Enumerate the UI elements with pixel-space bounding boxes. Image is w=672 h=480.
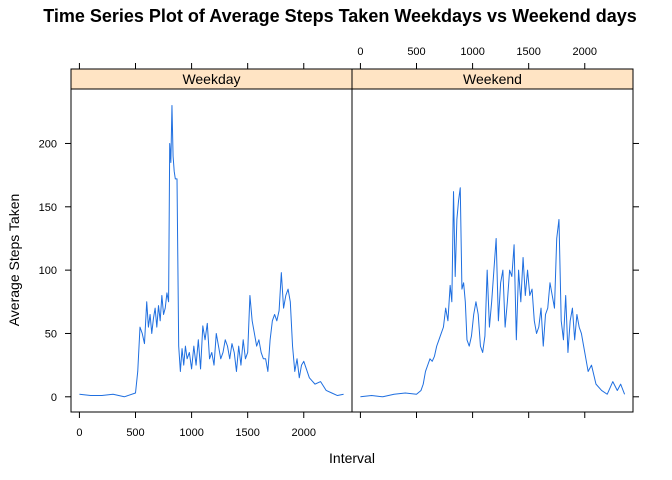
x-tick-label: 0 — [357, 46, 363, 58]
x-tick-label: 1500 — [516, 46, 540, 58]
y-tick-label: 0 — [51, 392, 57, 404]
x-tick-label: 2000 — [573, 46, 597, 58]
panel-frame-weekday — [70, 88, 353, 413]
x-tick-label: 0 — [76, 427, 82, 439]
y-tick-label: 200 — [39, 138, 57, 150]
x-tick-label: 1000 — [179, 427, 203, 439]
x-tick-label: 500 — [126, 427, 144, 439]
series-line-weekend — [360, 187, 626, 398]
chart-title: Time Series Plot of Average Steps Taken … — [43, 6, 637, 26]
y-tick-label: 50 — [45, 328, 57, 340]
x-tick-label: 2000 — [292, 427, 316, 439]
panel-frame-weekend — [351, 88, 634, 413]
x-tick-label: 1000 — [460, 46, 484, 58]
x-axis-label: Interval — [329, 450, 375, 466]
y-axis-label: Average Steps Taken — [6, 194, 22, 327]
y-tick-label: 150 — [39, 202, 57, 214]
series-line-weekday — [79, 104, 344, 398]
y-tick-label: 100 — [39, 265, 57, 277]
strip-label-weekend: Weekend — [463, 71, 522, 87]
x-tick-label: 500 — [407, 46, 425, 58]
x-tick-label: 1500 — [235, 427, 259, 439]
strip-label-weekday: Weekday — [182, 71, 240, 87]
